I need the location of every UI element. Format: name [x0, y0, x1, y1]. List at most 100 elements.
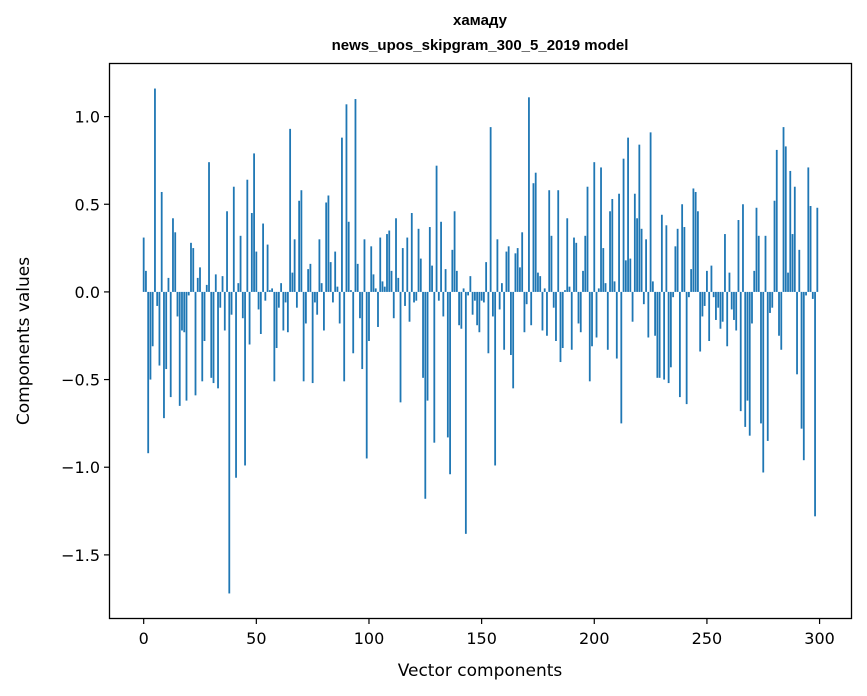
bar-290	[796, 291, 798, 375]
bar-194	[579, 291, 582, 333]
bar-275	[762, 291, 765, 473]
bar-278	[769, 291, 771, 313]
bar-206	[606, 291, 609, 350]
bar-211	[618, 193, 620, 292]
bar-73	[307, 269, 310, 292]
bar-124	[422, 291, 424, 378]
bar-127	[428, 227, 431, 292]
bar-297	[811, 291, 814, 299]
x-tick-label: 100	[354, 629, 385, 648]
bar-223	[645, 239, 647, 292]
bar-228	[656, 291, 659, 378]
bar-142	[462, 288, 465, 292]
bar-66	[291, 272, 294, 292]
bar-216	[629, 258, 632, 292]
bar-280	[773, 200, 776, 292]
bar-60	[277, 291, 280, 308]
bar-2	[147, 291, 150, 454]
bar-92	[350, 290, 352, 292]
bar-106	[381, 281, 384, 292]
bar-12	[169, 291, 172, 398]
bar-237	[676, 228, 679, 292]
bar-159	[501, 283, 503, 292]
bar-213	[622, 158, 625, 292]
bar-94	[354, 99, 357, 292]
bar-180	[548, 190, 551, 292]
bar-244	[692, 188, 695, 292]
bar-230	[660, 214, 663, 292]
bar-113	[397, 277, 400, 292]
bar-48	[250, 213, 253, 292]
bar-26	[201, 291, 204, 382]
bar-227	[654, 291, 656, 336]
bar-266	[742, 204, 744, 292]
bar-55	[266, 244, 269, 292]
bar-283	[780, 291, 783, 350]
bar-4	[151, 291, 154, 347]
bar-259	[726, 291, 729, 347]
bar-23	[194, 291, 197, 396]
bar-86	[336, 286, 339, 292]
bar-8	[160, 191, 163, 292]
bar-217	[631, 291, 634, 322]
bar-148	[476, 291, 479, 326]
bar-219	[636, 218, 638, 292]
bar-175	[537, 272, 539, 292]
bar-90	[345, 104, 348, 292]
bar-166	[516, 248, 519, 292]
bar-105	[379, 237, 382, 292]
bar-289	[793, 186, 796, 292]
bar-143	[464, 291, 467, 534]
bar-192	[575, 242, 578, 292]
bar-30	[210, 291, 213, 378]
bar-40	[232, 186, 235, 292]
bar-187	[564, 290, 566, 292]
bar-200	[593, 162, 596, 292]
bar-99	[365, 291, 368, 459]
bar-299	[816, 207, 819, 292]
bar-125	[424, 291, 427, 499]
bar-67	[293, 239, 296, 292]
bar-35	[221, 276, 224, 292]
bar-112	[395, 218, 397, 292]
bar-5	[154, 88, 156, 292]
bar-257	[721, 291, 724, 322]
bar-78	[318, 239, 321, 292]
bar-50	[255, 251, 258, 292]
bar-201	[595, 291, 598, 338]
bar-65	[289, 128, 292, 292]
bar-156	[494, 291, 497, 466]
bar-123	[419, 258, 422, 292]
bar-88	[341, 137, 343, 292]
bar-203	[600, 167, 602, 292]
y-axis-label: Components values	[14, 257, 34, 425]
bar-28	[205, 284, 208, 292]
bar-131	[437, 291, 440, 301]
bar-10	[165, 291, 168, 370]
y-tick-label: −0.5	[61, 371, 100, 390]
bar-184	[557, 190, 560, 292]
bar-132	[440, 221, 442, 292]
bar-11	[167, 277, 170, 292]
bar-45	[244, 291, 246, 466]
bar-162	[507, 246, 510, 292]
bar-178	[543, 288, 546, 292]
bar-13	[172, 218, 174, 292]
bar-263	[735, 291, 738, 331]
bar-240	[683, 227, 686, 292]
bar-33	[217, 291, 219, 389]
bar-205	[604, 283, 607, 292]
bar-43	[239, 235, 242, 292]
bar-21	[190, 242, 192, 292]
bar-44	[241, 291, 244, 319]
bar-77	[316, 291, 319, 315]
bar-57	[271, 288, 273, 292]
bar-130	[435, 165, 438, 292]
bar-102	[372, 274, 375, 292]
bar-54	[264, 291, 267, 301]
bar-85	[334, 251, 337, 292]
bar-49	[253, 153, 255, 292]
bar-207	[609, 211, 611, 292]
bar-286	[787, 272, 789, 292]
bar-95	[356, 263, 359, 292]
